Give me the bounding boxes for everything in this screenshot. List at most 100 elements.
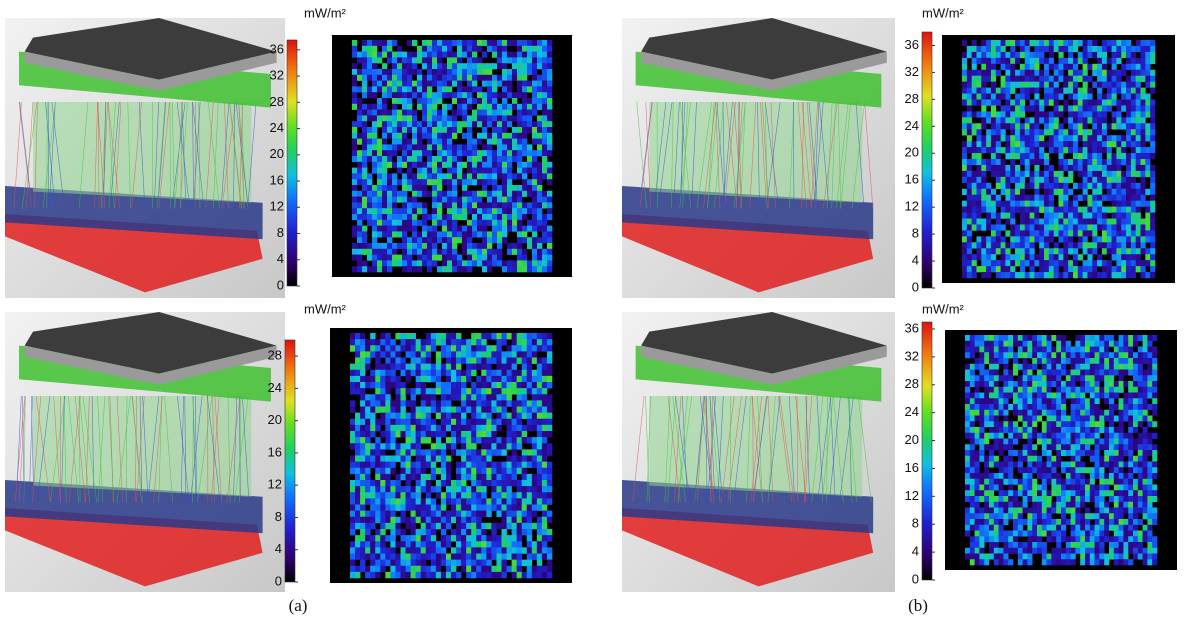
heatmap-cell xyxy=(512,462,517,468)
heatmap-cell xyxy=(994,364,999,370)
heatmap-cell xyxy=(1083,207,1088,213)
heatmap-cell xyxy=(542,260,547,266)
heatmap-cell xyxy=(972,76,977,82)
heatmap-cell xyxy=(382,86,387,92)
heatmap-cell xyxy=(976,177,981,183)
heatmap-cell xyxy=(467,139,472,145)
heatmap-cell xyxy=(1128,364,1133,370)
heatmap-cell xyxy=(502,208,507,214)
heatmap-cell xyxy=(486,437,491,443)
heatmap-cell xyxy=(537,572,542,578)
heatmap-cell xyxy=(412,197,417,203)
colorbar-tick-label: 28 xyxy=(268,348,282,363)
heatmap-cell xyxy=(367,104,372,110)
heatmap-cell xyxy=(976,195,981,201)
heatmap-cell xyxy=(441,462,446,468)
heatmap-cell xyxy=(380,511,385,517)
heatmap-cell xyxy=(1063,105,1068,111)
heatmap-cell xyxy=(441,400,446,406)
heatmap-cell xyxy=(1092,207,1097,213)
heatmap-cell xyxy=(380,474,385,480)
heatmap-cell xyxy=(522,185,527,191)
heatmap-cell xyxy=(981,201,986,207)
heatmap-cell xyxy=(362,162,367,168)
heatmap-cell xyxy=(1116,230,1121,236)
heatmap-cell xyxy=(967,230,972,236)
heatmap-cell xyxy=(397,86,402,92)
heatmap-cell xyxy=(1063,159,1068,165)
heatmap-cell xyxy=(527,110,532,116)
heatmap-cell xyxy=(481,529,486,535)
heatmap-cell xyxy=(1133,364,1138,370)
heatmap-cell xyxy=(392,92,397,98)
heatmap-cell xyxy=(476,511,481,517)
heatmap-cell xyxy=(1099,375,1104,381)
heatmap-cell xyxy=(407,144,412,150)
colorbar-tick-label: 8 xyxy=(912,226,919,241)
heatmap-cell xyxy=(442,226,447,232)
heatmap-cell xyxy=(466,351,471,357)
heatmap-cell xyxy=(492,220,497,226)
heatmap-cell xyxy=(457,173,462,179)
heatmap-cell xyxy=(1099,341,1104,347)
heatmap-cell xyxy=(471,351,476,357)
heatmap-cell xyxy=(1005,260,1010,266)
heatmap-cell xyxy=(542,249,547,255)
heatmap-cell xyxy=(1020,52,1025,58)
heatmap-cell xyxy=(507,345,512,351)
heatmap-cell xyxy=(392,40,397,46)
heatmap-cell xyxy=(355,333,360,339)
heatmap-cell xyxy=(432,231,437,237)
heatmap-cell xyxy=(466,339,471,345)
heatmap-cell xyxy=(1107,159,1112,165)
heatmap-cell xyxy=(436,443,441,449)
heatmap-cell xyxy=(547,63,552,69)
heatmap-cell xyxy=(392,63,397,69)
heatmap-cell xyxy=(451,382,456,388)
heatmap-cell xyxy=(1083,105,1088,111)
heatmap-cell xyxy=(390,382,395,388)
heatmap-cell xyxy=(421,345,426,351)
heatmap-cell xyxy=(1121,272,1126,278)
heatmap-cell xyxy=(972,213,977,219)
heatmap-cell xyxy=(1001,260,1006,266)
colorbar-tick-label: 4 xyxy=(275,541,282,556)
heatmap-cell xyxy=(507,523,512,529)
heatmap-cell xyxy=(385,456,390,462)
heatmap-cell xyxy=(421,560,426,566)
heatmap-cell xyxy=(362,110,367,116)
heatmap-cell xyxy=(417,98,422,104)
heatmap-cell xyxy=(1025,123,1030,129)
heatmap-cell xyxy=(1107,171,1112,177)
heatmap-cell xyxy=(375,345,380,351)
heatmap-cell xyxy=(1126,135,1131,141)
heatmap-cell xyxy=(517,260,522,266)
heatmap-cell xyxy=(451,413,456,419)
heatmap-cell xyxy=(355,339,360,345)
heatmap-cell xyxy=(532,150,537,156)
heatmap-cell xyxy=(497,104,502,110)
heatmap-cell xyxy=(1056,375,1061,381)
heatmap-cell xyxy=(1023,358,1028,364)
heatmap-cell xyxy=(1025,88,1030,94)
heatmap-cell xyxy=(970,347,975,353)
heatmap-cell xyxy=(1087,100,1092,106)
heatmap-cell xyxy=(1126,165,1131,171)
heatmap-cell xyxy=(360,517,365,523)
heatmap-cell xyxy=(1092,195,1097,201)
heatmap-cell xyxy=(447,69,452,75)
heatmap-cell xyxy=(457,260,462,266)
heatmap-cell xyxy=(426,511,431,517)
colorbar-tick-label: 24 xyxy=(905,118,919,133)
heatmap-cell xyxy=(461,449,466,455)
heatmap-cell xyxy=(365,358,370,364)
heatmap-cell xyxy=(370,554,375,560)
heatmap-cell xyxy=(457,63,462,69)
heatmap-cell xyxy=(426,492,431,498)
heatmap-cell xyxy=(542,52,547,58)
heatmap-cell xyxy=(1061,387,1066,393)
heatmap-cell xyxy=(967,195,972,201)
heatmap-cell xyxy=(441,382,446,388)
heatmap-cell xyxy=(350,529,355,535)
heatmap-cell xyxy=(1034,76,1039,82)
